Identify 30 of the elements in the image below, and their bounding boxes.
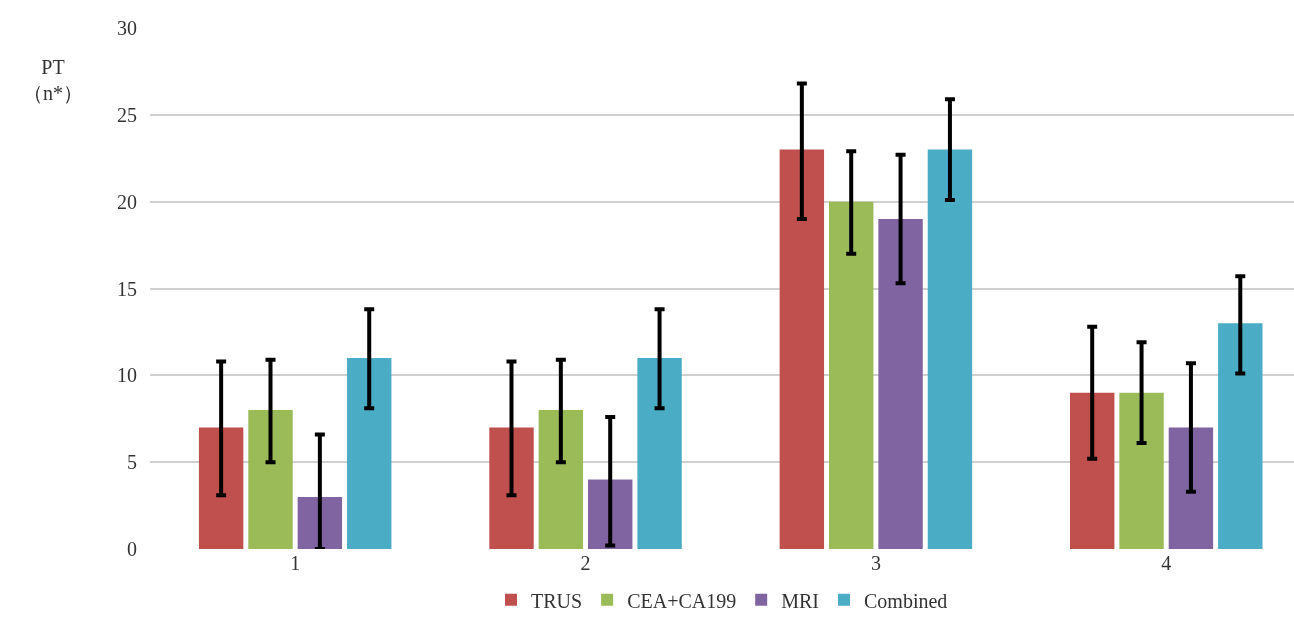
bar	[829, 201, 874, 549]
y-tick-label: 30	[117, 17, 137, 39]
y-tick-label: 25	[117, 103, 137, 126]
x-tick-label: 1	[290, 552, 301, 574]
x-tick-label: 2	[580, 552, 591, 574]
bar	[1168, 427, 1214, 549]
bar	[538, 410, 584, 549]
legend-label: CEA+CA199	[627, 589, 737, 612]
bar	[637, 357, 682, 549]
y-tick-label: 20	[117, 190, 137, 213]
y-tick-label: 10	[117, 364, 137, 387]
bar	[198, 427, 244, 549]
bar	[927, 149, 973, 549]
x-tick-label: 4	[1161, 552, 1172, 574]
bar	[1218, 323, 1263, 549]
y-tick-label: 0	[127, 538, 137, 560]
bar	[779, 149, 825, 549]
x-tick-label: 3	[870, 552, 881, 574]
bar	[1119, 392, 1164, 549]
y-tick-label: 15	[117, 277, 137, 300]
legend-label: Combined	[863, 589, 948, 612]
bar	[489, 427, 534, 549]
legend-label: MRI	[781, 589, 819, 612]
bar	[878, 219, 923, 549]
bar	[347, 357, 392, 549]
legend-label: TRUS	[531, 589, 583, 612]
y-axis-title: PT （n*）	[23, 56, 83, 104]
bar	[1069, 392, 1115, 549]
bar	[248, 410, 293, 549]
y-tick-label: 5	[127, 451, 137, 474]
